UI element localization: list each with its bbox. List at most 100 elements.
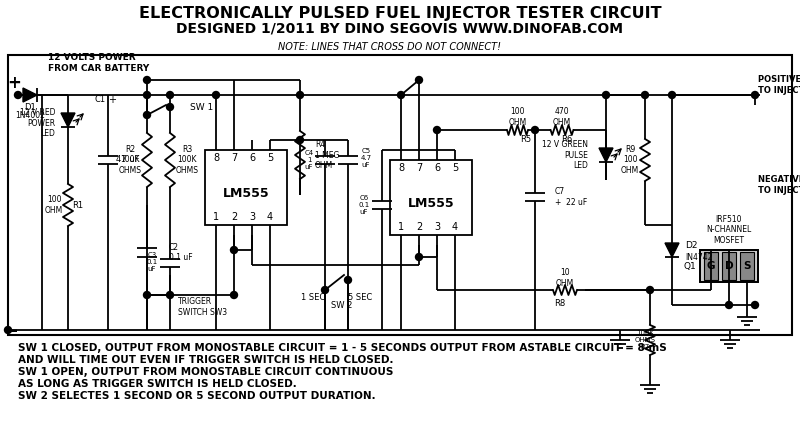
Text: R3
100K
OHMS: R3 100K OHMS	[175, 145, 198, 175]
Circle shape	[14, 92, 22, 99]
Text: 1N4002: 1N4002	[15, 110, 45, 119]
Text: 100
OHM: 100 OHM	[508, 107, 526, 127]
Text: 5: 5	[452, 163, 458, 173]
Text: LM555: LM555	[222, 187, 270, 200]
Text: S: S	[743, 261, 750, 271]
Text: SW 1 CLOSED, OUTPUT FROM MONOSTABLE CIRCUIT = 1 - 5 SECONDS: SW 1 CLOSED, OUTPUT FROM MONOSTABLE CIRC…	[18, 343, 426, 353]
Circle shape	[143, 76, 150, 84]
Circle shape	[143, 292, 150, 299]
Text: +: +	[7, 74, 21, 92]
Text: C2
0.1 uF: C2 0.1 uF	[169, 243, 193, 262]
Text: 6: 6	[249, 153, 255, 163]
Polygon shape	[61, 113, 75, 127]
Circle shape	[646, 286, 654, 293]
Text: NEGATIVE OUTPUT
TO INJECTOR: NEGATIVE OUTPUT TO INJECTOR	[758, 175, 800, 195]
Text: R5: R5	[520, 136, 531, 144]
Text: 3: 3	[434, 222, 440, 232]
Text: TRIGGER
SWITCH SW3: TRIGGER SWITCH SW3	[178, 297, 227, 317]
Text: SW 1 OPEN, OUTPUT FROM MONOSTABLE CIRCUIT CONTINUOUS: SW 1 OPEN, OUTPUT FROM MONOSTABLE CIRCUI…	[18, 367, 394, 377]
Circle shape	[345, 276, 351, 283]
Text: C4
1
uF: C4 1 uF	[305, 150, 314, 170]
Text: 3: 3	[249, 212, 255, 222]
Text: C1: C1	[94, 95, 106, 105]
Bar	[8, 55, 792, 335]
Text: 47 uF: 47 uF	[116, 156, 140, 164]
Circle shape	[166, 292, 174, 299]
Circle shape	[166, 103, 174, 110]
Text: R6: R6	[562, 136, 573, 144]
Circle shape	[230, 246, 238, 253]
Bar	[704, 252, 718, 280]
Circle shape	[415, 253, 422, 260]
Text: C3
0.1
uF: C3 0.1 uF	[146, 252, 158, 272]
Polygon shape	[599, 148, 613, 162]
Polygon shape	[665, 243, 679, 257]
Circle shape	[213, 92, 219, 99]
Text: IRF510
N-CHANNEL
MOSFET: IRF510 N-CHANNEL MOSFET	[706, 215, 752, 245]
Circle shape	[642, 92, 649, 99]
Text: R9
100
OHM: R9 100 OHM	[621, 145, 639, 175]
Text: R2
100K
OHMS: R2 100K OHMS	[118, 145, 142, 175]
Circle shape	[230, 292, 238, 299]
Text: 1: 1	[398, 222, 404, 232]
Circle shape	[143, 92, 150, 99]
Bar	[700, 250, 758, 282]
Circle shape	[5, 327, 11, 334]
Text: +: +	[108, 95, 116, 105]
Text: IN4742: IN4742	[685, 253, 712, 262]
Text: D1: D1	[24, 102, 36, 112]
Text: 10
OHM: 10 OHM	[556, 268, 574, 288]
Bar	[700, 250, 758, 282]
Text: 2: 2	[231, 212, 237, 222]
Text: G: G	[706, 261, 715, 271]
Text: NOTE: LINES THAT CROSS DO NOT CONNECT!: NOTE: LINES THAT CROSS DO NOT CONNECT!	[278, 42, 502, 52]
Text: C7
+  22 uF: C7 + 22 uF	[555, 187, 587, 207]
Text: 8: 8	[213, 153, 219, 163]
Text: R4
1 MEG
OHM: R4 1 MEG OHM	[315, 140, 339, 170]
Text: 7: 7	[231, 153, 237, 163]
Text: D: D	[725, 261, 734, 271]
Text: SW 2: SW 2	[331, 302, 352, 310]
Text: D2: D2	[685, 241, 698, 249]
Circle shape	[398, 92, 405, 99]
Polygon shape	[23, 88, 37, 102]
Text: 4: 4	[267, 212, 273, 222]
Text: 12 VOLTS POWER
FROM CAR BATTERY: 12 VOLTS POWER FROM CAR BATTERY	[48, 53, 150, 73]
Text: DESIGNED 1/2011 BY DINO SEGOVIS WWW.DINOFAB.COM: DESIGNED 1/2011 BY DINO SEGOVIS WWW.DINO…	[177, 22, 623, 36]
Text: 100K
OHMS
R7: 100K OHMS R7	[634, 330, 655, 350]
Bar	[205, 150, 287, 225]
Text: POSITIVE OUTPUT
TO INJECTOR: POSITIVE OUTPUT TO INJECTOR	[758, 75, 800, 95]
Bar	[722, 252, 736, 280]
Circle shape	[143, 112, 150, 119]
Text: LM555: LM555	[408, 197, 454, 210]
Text: 1 SEC: 1 SEC	[301, 293, 325, 303]
Circle shape	[531, 126, 538, 133]
Circle shape	[434, 126, 441, 133]
Text: 12 V RED
POWER
LED: 12 V RED POWER LED	[19, 108, 55, 138]
Text: 12 V GREEN
PULSE
LED: 12 V GREEN PULSE LED	[542, 140, 588, 170]
Text: 8: 8	[398, 163, 404, 173]
Text: -: -	[10, 320, 18, 340]
Text: R8: R8	[554, 299, 566, 307]
Bar	[740, 252, 754, 280]
Text: AS LONG AS TRIGGER SWITCH IS HELD CLOSED.: AS LONG AS TRIGGER SWITCH IS HELD CLOSED…	[18, 379, 297, 389]
Bar	[390, 160, 472, 235]
Circle shape	[166, 92, 174, 99]
Circle shape	[602, 92, 610, 99]
Text: 470
OHM: 470 OHM	[553, 107, 571, 127]
Circle shape	[751, 92, 758, 99]
Text: 2: 2	[416, 222, 422, 232]
Circle shape	[726, 302, 733, 309]
Circle shape	[297, 136, 303, 143]
Text: 100
OHM: 100 OHM	[45, 195, 63, 215]
Circle shape	[297, 92, 303, 99]
Text: SW 1: SW 1	[190, 102, 214, 112]
Text: 5: 5	[267, 153, 273, 163]
Circle shape	[751, 302, 758, 309]
Text: SW 2 SELECTES 1 SECOND OR 5 SECOND OUTPUT DURATION.: SW 2 SELECTES 1 SECOND OR 5 SECOND OUTPU…	[18, 391, 376, 401]
Text: Q1: Q1	[684, 262, 696, 270]
Text: R1: R1	[73, 201, 83, 210]
Text: C5
4.7
uF: C5 4.7 uF	[361, 148, 371, 168]
Text: 5 SEC: 5 SEC	[348, 293, 372, 303]
Text: C6
0.1
uF: C6 0.1 uF	[358, 195, 370, 215]
